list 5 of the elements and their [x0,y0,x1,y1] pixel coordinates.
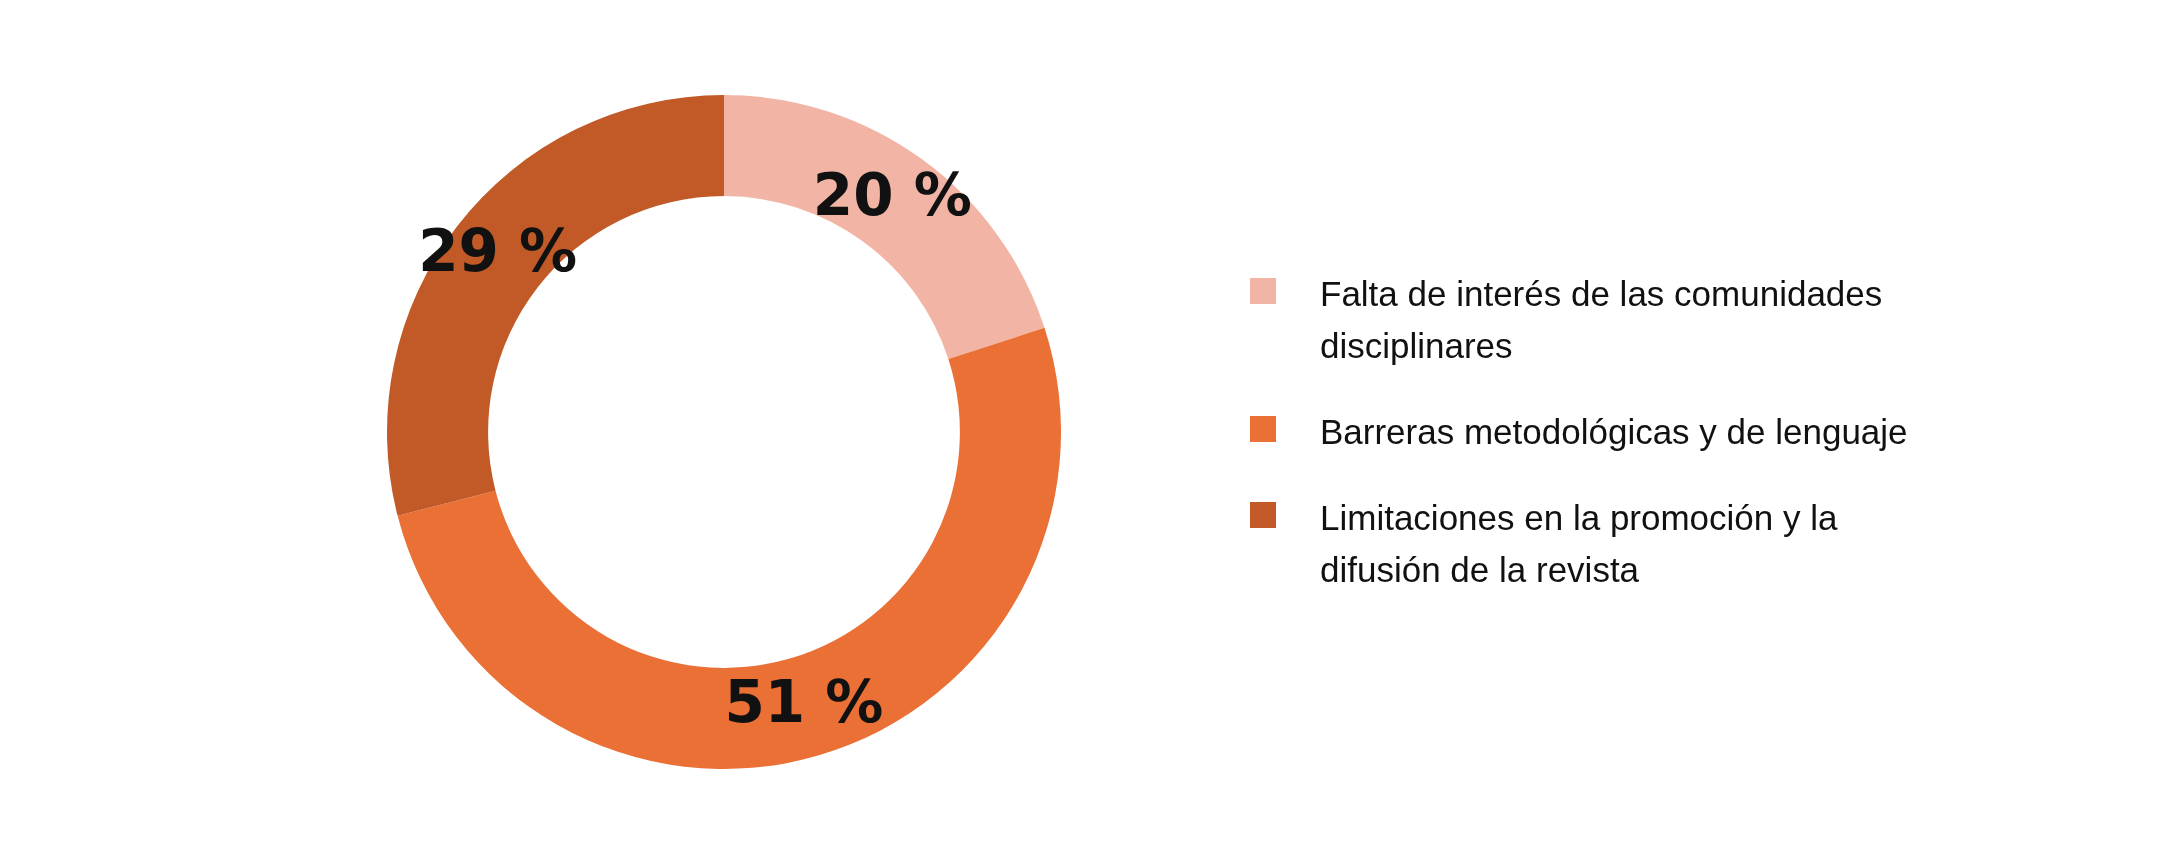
data-label: 51 % [724,668,884,737]
data-label: 20 % [812,161,972,230]
legend-label: Barreras metodológicas y de lenguaje [1320,411,1909,453]
legend-label: Falta de interés de las comunidades disciplinares [1320,273,1884,367]
legend-label: Limitaciones en la promoción y la difusión de la revista [1320,497,1839,591]
